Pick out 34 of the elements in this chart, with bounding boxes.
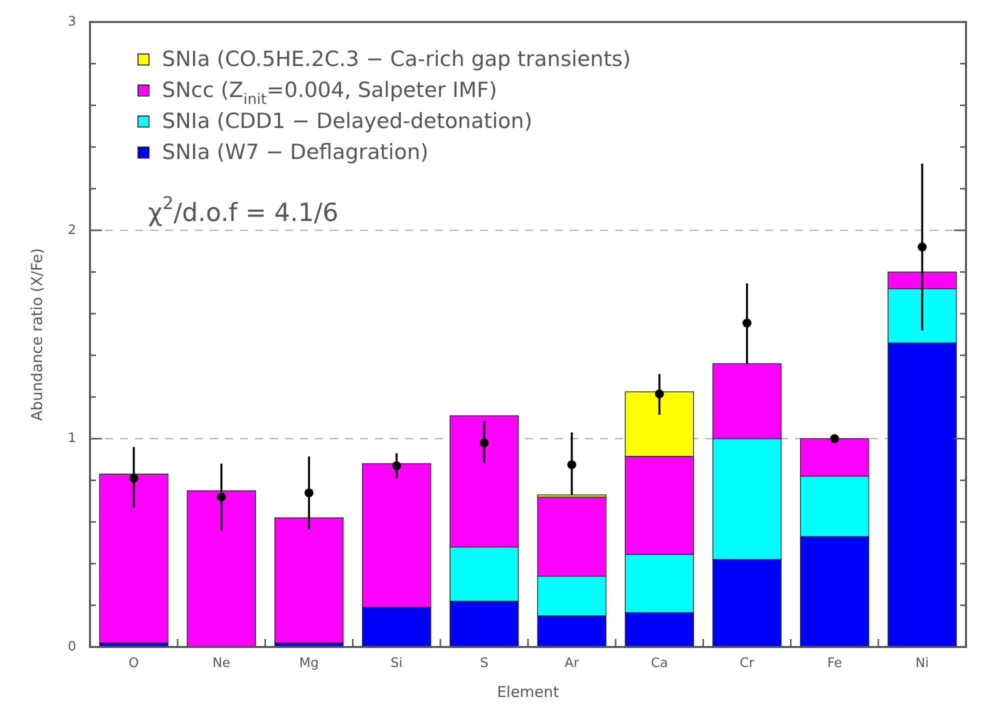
x-tick-label: O — [128, 656, 139, 671]
x-tick-label: Cr — [740, 656, 755, 671]
annotation: χ$^{2}$/d.o.f = 4.1/6 — [148, 194, 338, 227]
bar — [186, 490, 256, 648]
point — [918, 242, 927, 252]
x-tick-label: Ar — [564, 656, 580, 671]
y-axis-title: Abundance ratio (X/Fe) — [28, 248, 46, 421]
x-tick-label: S — [480, 656, 488, 671]
x-tick-label: Ca — [650, 656, 668, 671]
point — [830, 434, 840, 444]
bar — [274, 517, 344, 644]
x-tick-label: Fe — [827, 656, 842, 671]
y-tick-label: 0 — [68, 640, 76, 655]
legend-label: SNIa (W7 − Deflagration) — [162, 140, 428, 164]
legend-label: SNIa (CO.5HE.2C.3 − Ca-rich gap transients) — [162, 46, 631, 71]
legend-label: SNIa (CDD1 − Delayed-detonation) — [162, 108, 532, 133]
x-tick-label: Mg — [299, 656, 319, 671]
y-tick-label: 1 — [68, 431, 76, 446]
point — [304, 488, 314, 498]
x-tick-label: Ne — [212, 656, 230, 671]
point — [480, 438, 489, 448]
point — [742, 318, 752, 328]
point — [216, 492, 226, 502]
x-tick-label: Si — [390, 656, 403, 671]
point — [654, 389, 664, 398]
legend-label: SNcc (Z$_{init}$=0.004, Salpeter IMF) — [162, 78, 498, 108]
x-axis-title: Element — [496, 683, 560, 701]
point — [567, 460, 576, 470]
y-tick-label: 2 — [68, 222, 76, 238]
x-tick-label: Ni — [916, 656, 929, 671]
point — [129, 474, 138, 483]
point — [392, 461, 402, 470]
bar — [99, 474, 168, 644]
y-tick-label: 3 — [68, 14, 76, 30]
